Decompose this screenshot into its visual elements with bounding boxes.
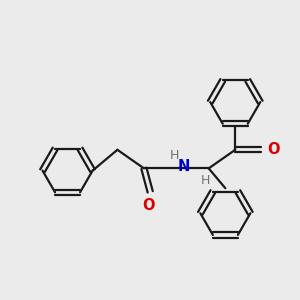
Text: N: N [178,158,190,173]
Text: O: O [267,142,280,157]
Text: H: H [200,174,210,187]
Text: H: H [169,149,178,162]
Text: O: O [142,198,155,213]
